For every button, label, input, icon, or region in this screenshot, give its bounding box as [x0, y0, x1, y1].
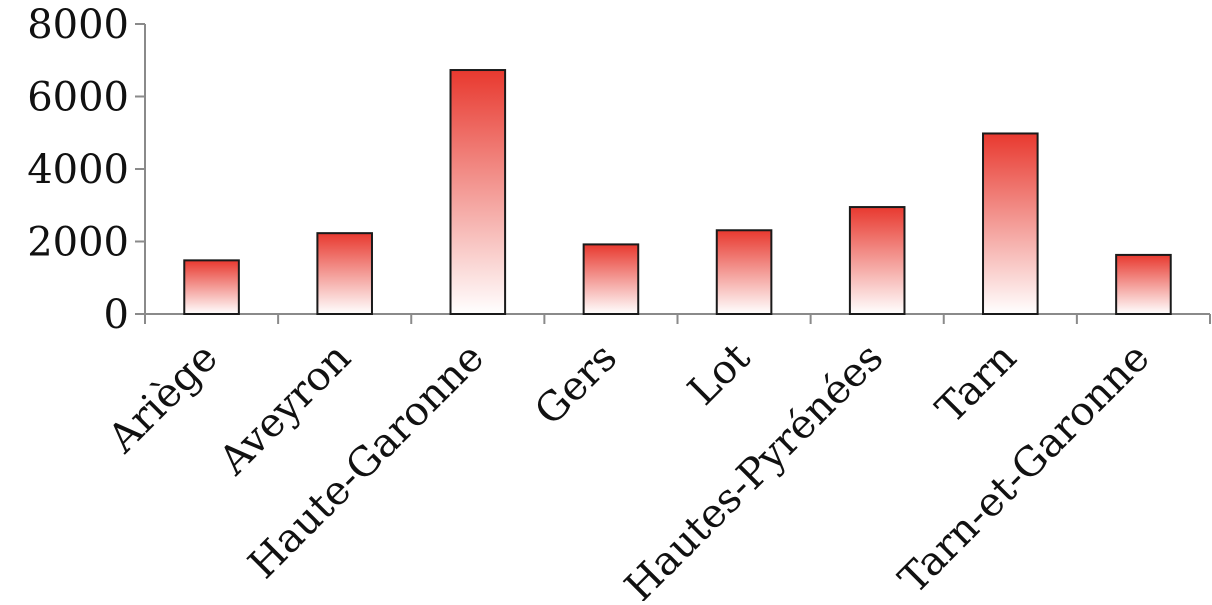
- bar: [183, 259, 240, 316]
- x-tick-label: Haute-Garonne: [240, 335, 493, 588]
- y-tick-label: 4000: [27, 147, 129, 193]
- bar: [449, 69, 507, 315]
- y-tick-label: 0: [104, 292, 129, 338]
- bar: [1115, 253, 1172, 316]
- x-tick-label: Lot: [679, 335, 759, 415]
- bar: [582, 243, 640, 315]
- y-tick-label: 2000: [27, 220, 129, 266]
- bars-group: [183, 69, 1172, 316]
- x-tick-label: Tarn: [928, 335, 1026, 433]
- bar: [715, 229, 773, 315]
- x-tick-label: Hautes-Pyrénées: [616, 335, 892, 601]
- bar: [316, 232, 373, 316]
- y-axis: 0 2000 4000 6000 8000: [27, 2, 146, 338]
- x-axis: [144, 313, 1211, 324]
- y-tick-label: 8000: [27, 2, 129, 48]
- x-tick-label: Gers: [526, 335, 626, 435]
- y-tick-label: 6000: [27, 75, 129, 121]
- bar: [848, 206, 906, 315]
- bar: [982, 132, 1039, 315]
- x-tick-label: Tarn-et-Garonne: [890, 335, 1158, 601]
- x-tick-label: Ariège: [99, 335, 227, 463]
